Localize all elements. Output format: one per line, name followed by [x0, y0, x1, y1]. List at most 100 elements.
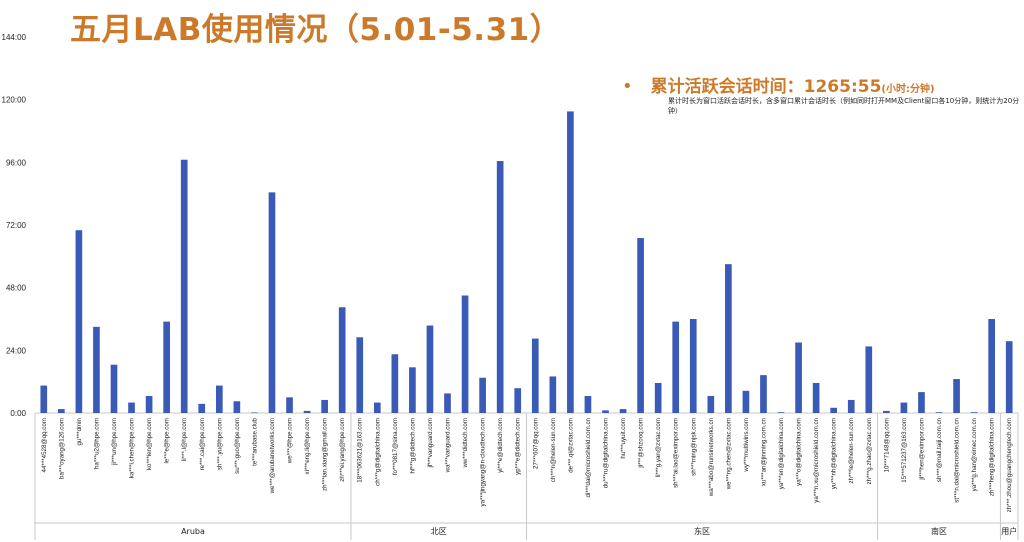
total-value: 1265:55	[803, 77, 882, 97]
bar	[812, 382, 820, 413]
bar	[514, 388, 522, 413]
bar	[444, 393, 451, 413]
bar	[918, 392, 925, 413]
bar	[847, 399, 855, 413]
y-tick-label: 48:00	[6, 284, 27, 293]
total-label: 累计活跃会话时间：	[650, 77, 804, 97]
category-label: ji***un@hpe.com	[111, 418, 118, 466]
bar	[654, 382, 662, 413]
category-label: 10***7148@qq.com	[883, 418, 890, 472]
bar	[75, 230, 83, 413]
bar	[391, 354, 399, 413]
bar	[935, 412, 943, 413]
category-label: ya***o@digitalchina.com	[796, 418, 803, 486]
category-label: ya***en@digitalchina.com	[778, 418, 785, 489]
bar	[110, 364, 118, 413]
category-label: ji***hen@eximpor.com	[918, 418, 925, 481]
page-title: 五月LAB使用情况（5.01-5.31）	[70, 12, 562, 48]
bar	[57, 409, 65, 413]
total-session-time: • 累计活跃会话时间：1265:55(小时:分钟)	[622, 72, 935, 97]
category-label: zh***heng@digitalchina.com	[989, 418, 996, 496]
category-label: su***.guo@hpe.com	[234, 418, 241, 474]
category-label: ya***g.han@ximec.com.cn	[971, 417, 978, 491]
category-label: ka***i.chen@hpe.com	[129, 418, 136, 478]
category-label: li***g.yan@zxtac.com	[655, 418, 662, 477]
category-label: we***@arubanetworks.com	[269, 418, 276, 494]
category-label: wa***vanguard.com	[445, 418, 452, 473]
bar	[409, 367, 416, 413]
category-label: zh***.zhou@guangchengtech.com	[1006, 418, 1013, 512]
bar	[567, 111, 574, 414]
bar	[40, 385, 48, 413]
bar	[461, 295, 469, 413]
category-label: ch***n@helen-sun.com	[550, 418, 557, 482]
category-label: zh***g.zhao@zxtac.com	[866, 418, 873, 484]
y-tick-label: 144:00	[2, 33, 27, 42]
category-label: sh***ming@njsk.com	[690, 418, 697, 476]
category-label: hu***uyuit.com	[620, 418, 627, 459]
category-label: gu***dmin	[76, 417, 83, 445]
category-label: 18***063621@163.com	[357, 418, 364, 483]
bar	[830, 407, 838, 413]
bar	[145, 396, 153, 413]
bar	[233, 401, 241, 413]
bar	[865, 346, 873, 413]
bar	[900, 402, 908, 413]
category-label: yu***nh@digitalchina.com	[831, 418, 838, 489]
bar	[1005, 341, 1013, 413]
y-tick-label: 0:00	[10, 409, 26, 418]
group-label: 北区	[431, 527, 447, 536]
category-label: li***.l@hpe.com	[181, 418, 188, 461]
group-label: Aruba	[181, 527, 205, 536]
category-label: xi***eng.li@hpe.com	[304, 418, 311, 475]
category-label: ch***g@digitalchina.com	[374, 418, 381, 486]
group-label: 东区	[694, 526, 710, 536]
category-label: we***ng.chen@zxtac.com	[725, 418, 732, 490]
bar	[953, 379, 960, 413]
bar	[128, 402, 135, 413]
bullet-icon: •	[622, 76, 633, 97]
category-label: de***.qi@zxtac.com	[567, 418, 574, 473]
category-label: st***n.dai@microshield.com.cn	[954, 417, 961, 502]
bar	[321, 399, 328, 413]
group-label: 用户	[1001, 526, 1017, 536]
bar	[988, 319, 996, 413]
category-label: di***dai@microshield.com.cn	[585, 417, 592, 497]
category-label: zh***ian.xiang@gmail.com	[322, 418, 329, 491]
bar	[373, 402, 381, 413]
bar	[777, 412, 785, 413]
y-tick-label: 24:00	[6, 346, 27, 355]
bar	[637, 238, 644, 413]
bar	[286, 397, 293, 413]
bar	[760, 375, 767, 413]
category-label: ko***ien@hpe.com	[146, 418, 153, 470]
group-label: 南区	[931, 526, 947, 536]
bar	[303, 410, 311, 413]
category-label: le***e@hpe.com	[164, 418, 171, 464]
bar	[689, 319, 697, 413]
bar	[549, 376, 557, 413]
label-layer: Aruba 北区 东区 南区 用户 44***4528@qq.com ba***oyang@…	[41, 417, 1017, 536]
category-label: wy***multiwins.com	[743, 418, 750, 473]
bar	[795, 342, 802, 413]
category-label: yp***e@didtech.com	[515, 418, 522, 475]
category-label: fo***0817@sina.com	[392, 418, 399, 475]
category-label: du***ru@digitalchina.com	[602, 418, 609, 488]
bar	[356, 337, 364, 413]
category-label: 15***571237@163.com	[901, 418, 908, 483]
bar	[742, 390, 750, 413]
bar	[338, 307, 346, 413]
category-label: te***arubase.club	[251, 417, 258, 465]
category-label: ha***u2@hpe.com	[93, 418, 100, 469]
category-label: wa***abo@runsinetworks.cn	[708, 417, 715, 497]
bar	[180, 159, 188, 413]
bar	[531, 338, 539, 413]
bar	[479, 377, 486, 413]
bar	[93, 326, 100, 413]
category-label: sh***ai.lao@eximpor.com	[673, 418, 680, 488]
category-label: xu***an@jinming.com.cn	[760, 417, 767, 486]
bar	[426, 325, 434, 413]
bar	[268, 192, 276, 413]
bar	[725, 264, 732, 413]
